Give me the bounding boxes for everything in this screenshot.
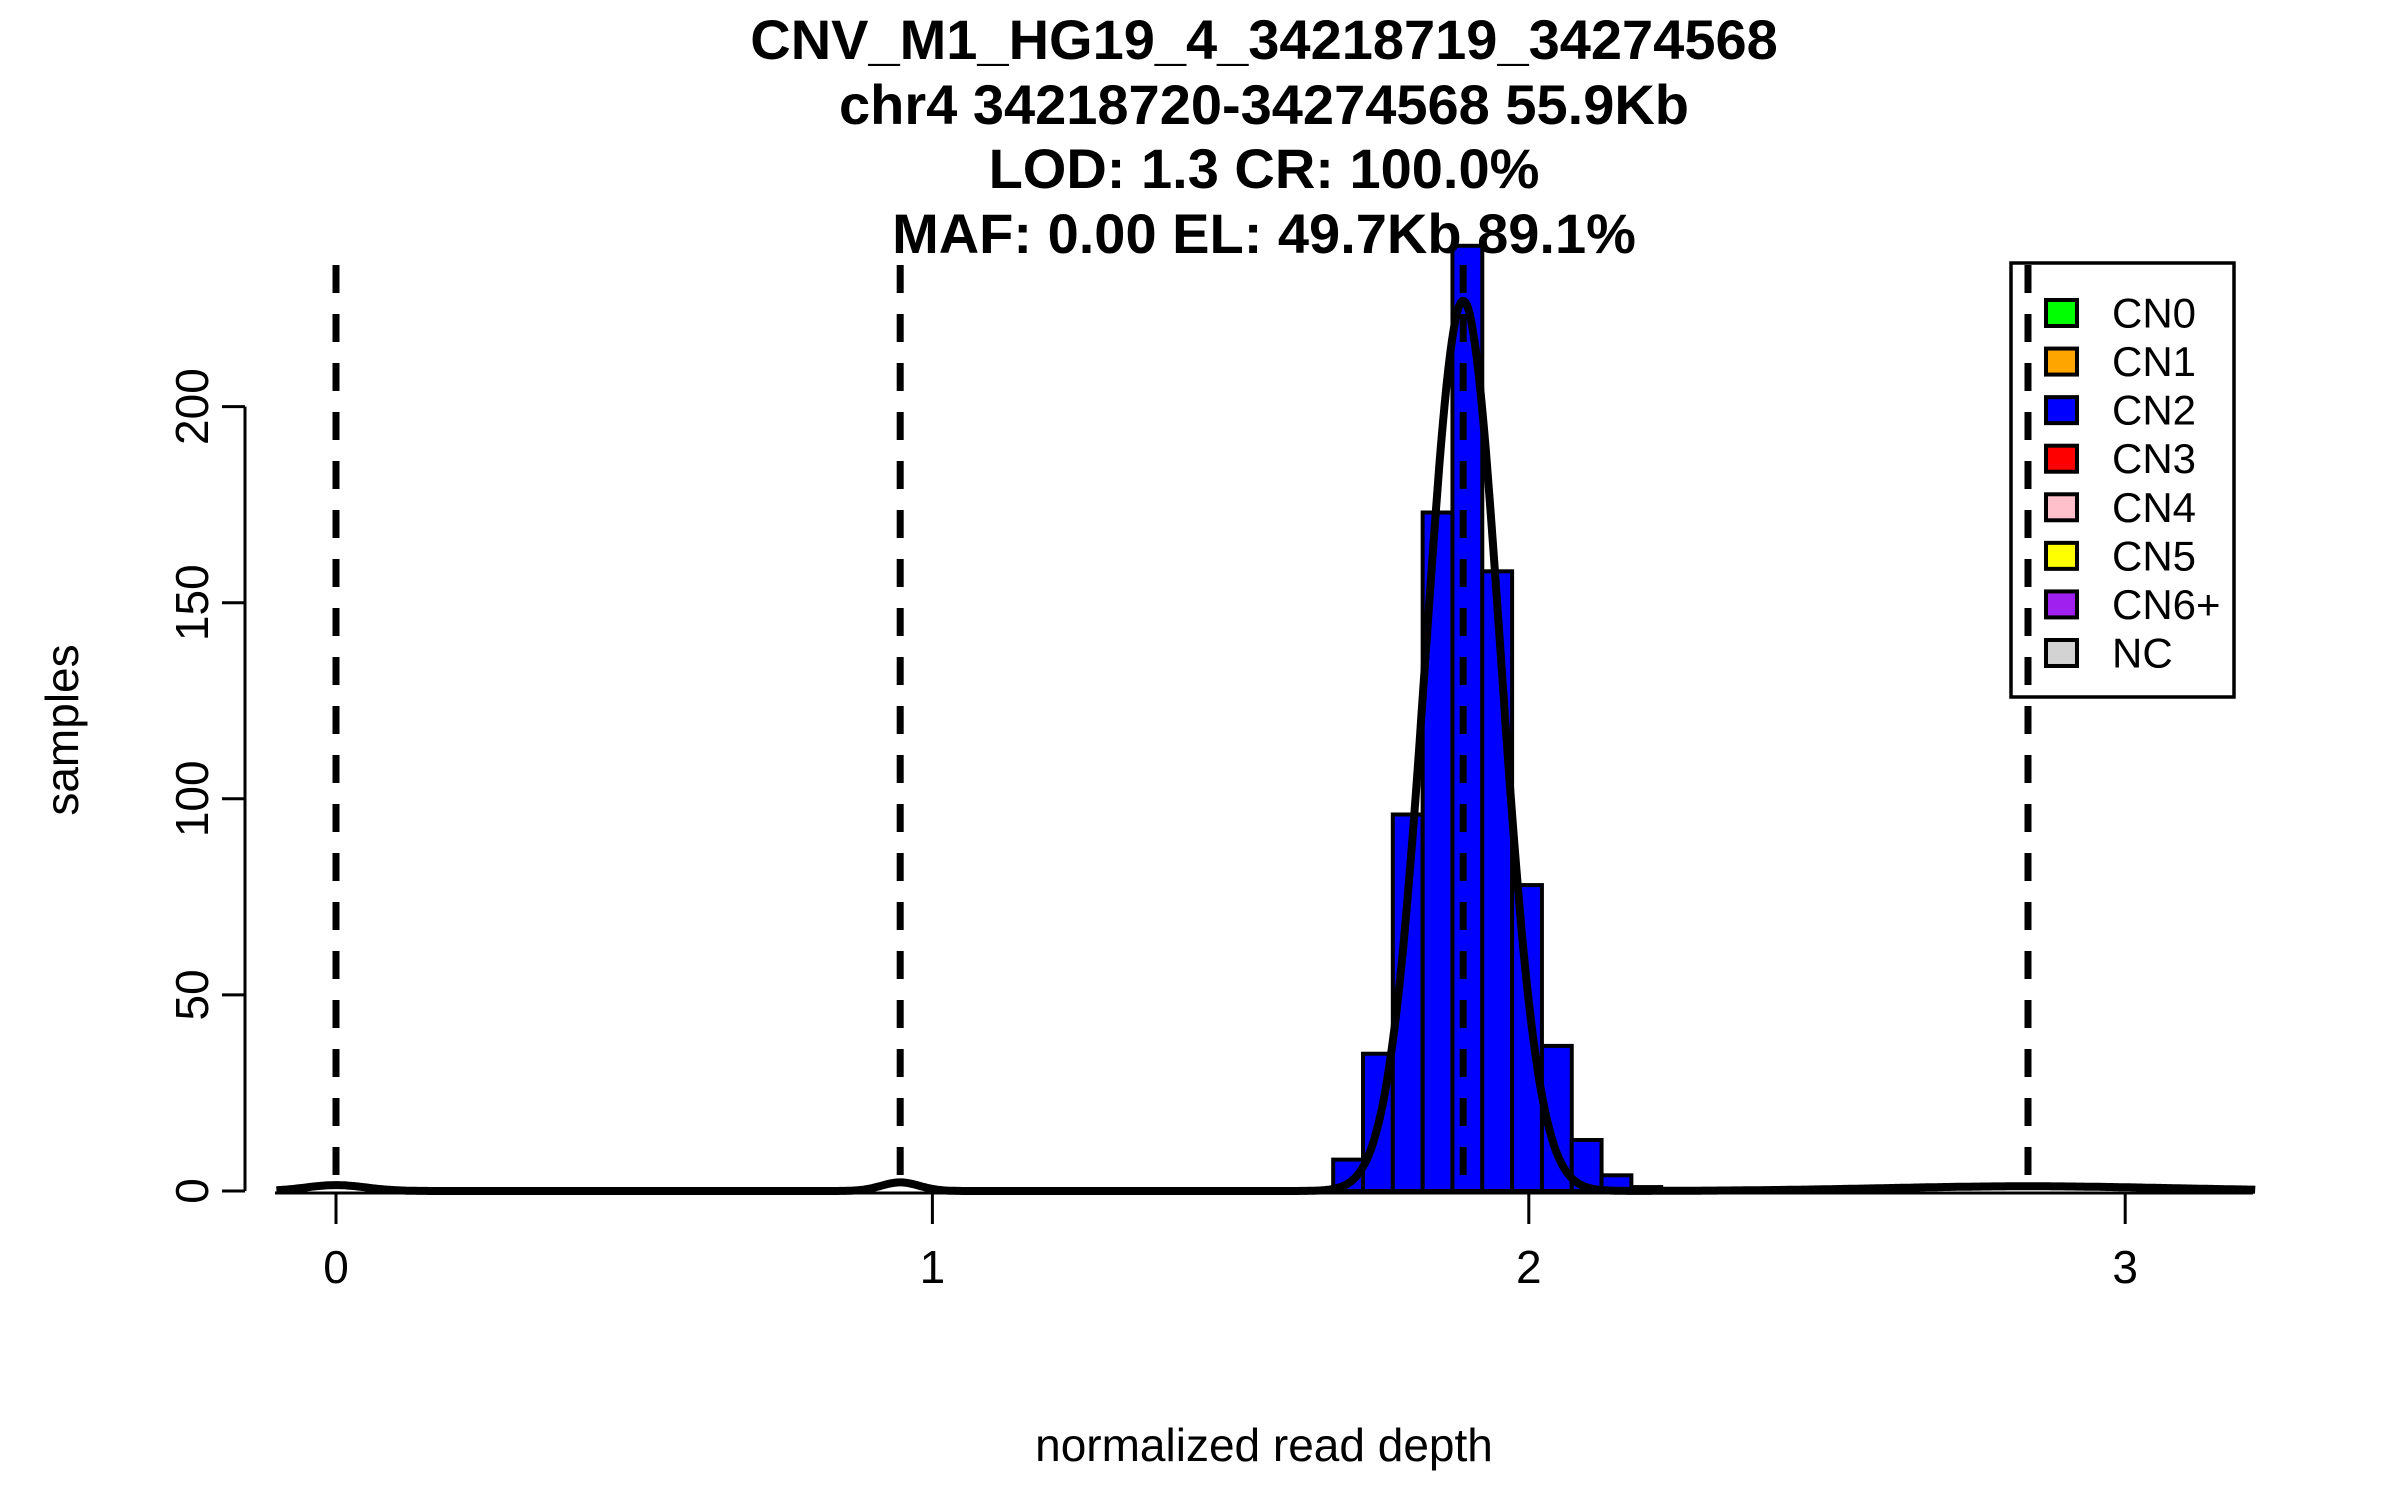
y-tick-label: 200 [166,368,218,445]
y-tick-label: 150 [166,564,218,641]
histogram-bar [1510,883,1544,1193]
x-axis-title: normalized read depth [1035,1419,1493,1471]
legend-swatch-nc [2044,637,2079,668]
chart-title-line-2: chr4 34218720-34274568 55.9Kb [838,72,1689,136]
histogram-bar [1450,243,1485,1194]
chart-title-line-3: LOD: 1.3 CR: 100.0% [988,137,1540,200]
y-tick-label: 100 [166,760,218,837]
density-curve [274,296,2258,1195]
chart-title-line-1: CNV_M1_HG19_4_34218719_34274568 [750,8,1778,71]
legend-box [2009,261,2236,699]
histogram-bar [1480,569,1515,1193]
y-tick-label: 0 [166,1178,218,1204]
x-tick-label: 3 [2112,1241,2138,1293]
chart-title-line-4: MAF: 0.00 EL: 49.7Kb 89.1% [892,201,1636,265]
legend-label: CN1 [2112,338,2196,385]
x-tick-label: 0 [323,1241,349,1293]
legend-swatch-cn1 [2044,346,2079,377]
y-tick-label: 50 [166,969,218,1020]
y-axis-title: samples [36,644,88,816]
legend-swatch-cn3 [2044,443,2079,474]
legend-label: CN4 [2112,484,2196,531]
legend-swatch-cn2 [2044,395,2079,426]
legend-swatch-cn4 [2044,492,2079,523]
legend-label: CN6+ [2112,581,2221,628]
legend-swatch-cn6plus [2044,589,2079,620]
legend-label: CN3 [2112,435,2196,482]
legend-label: NC [2112,629,2173,676]
x-tick-label: 2 [1516,1241,1542,1293]
legend-label: CN5 [2112,532,2196,579]
legend-swatch-cn0 [2044,298,2079,328]
legend-label: CN0 [2112,290,2196,337]
chart-title: CNV_M1_HG19_4_34218719_34274568 chr4 342… [750,8,1778,266]
x-tick-label: 1 [920,1241,946,1293]
legend-label: CN2 [2112,387,2196,434]
legend-swatch-cn5 [2044,540,2079,571]
